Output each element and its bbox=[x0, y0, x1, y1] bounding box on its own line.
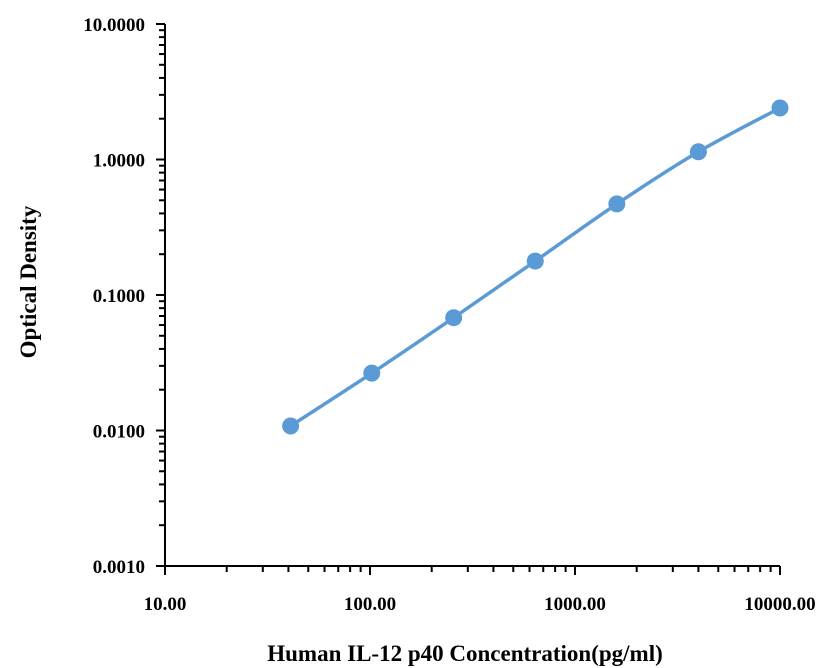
x-tick-label: 100.00 bbox=[344, 594, 396, 615]
data-point bbox=[771, 99, 789, 117]
axes bbox=[156, 23, 781, 575]
data-point bbox=[363, 364, 381, 382]
y-axis-title: Optical Density bbox=[16, 205, 41, 358]
data-point bbox=[526, 252, 544, 270]
x-tick-label: 10000.00 bbox=[744, 594, 815, 615]
data-point bbox=[689, 143, 707, 161]
y-tick-label: 10.0000 bbox=[83, 15, 145, 36]
x-tick-label: 10.00 bbox=[144, 594, 187, 615]
x-tick-label: 1000.00 bbox=[544, 594, 606, 615]
series-layer bbox=[282, 99, 789, 435]
data-point bbox=[282, 417, 300, 435]
y-tick-label: 1.0000 bbox=[93, 151, 145, 172]
data-point bbox=[608, 195, 626, 213]
data-point bbox=[445, 309, 463, 327]
y-tick-label: 0.0010 bbox=[93, 557, 145, 578]
y-tick-label: 0.0100 bbox=[93, 422, 145, 443]
x-axis-title: Human IL-12 p40 Concentration(pg/ml) bbox=[267, 641, 663, 666]
y-tick-label: 0.1000 bbox=[93, 286, 145, 307]
labels-layer: 10.00 100.00 1000.00 10000.00 10.0000 1.0000 0… bbox=[16, 15, 816, 666]
